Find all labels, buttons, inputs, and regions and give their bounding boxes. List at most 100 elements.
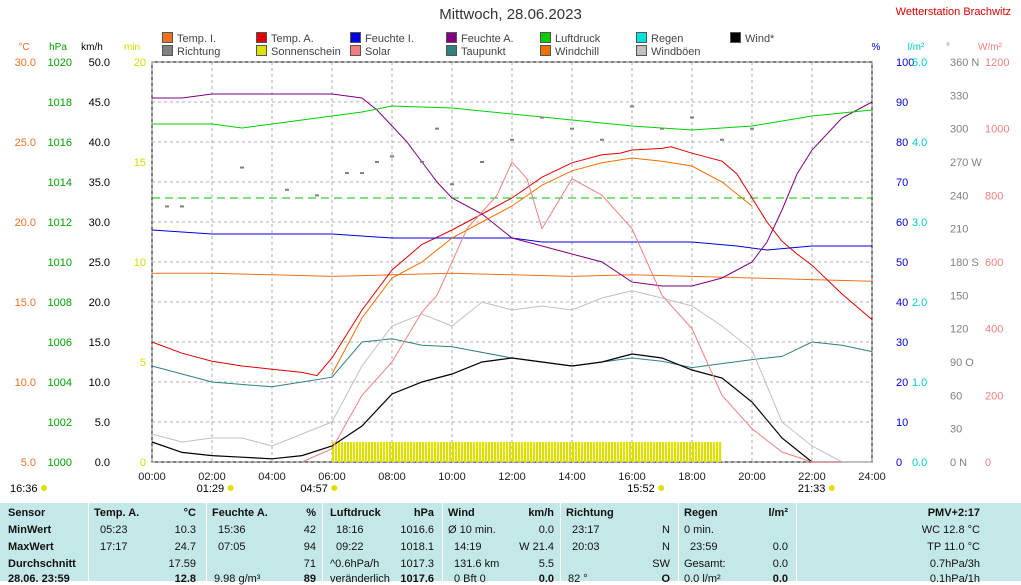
sunshine-bar [611, 442, 614, 462]
legend-swatch [540, 45, 551, 56]
sunshine-bar [563, 442, 566, 462]
y-tick-direction: 270 W [950, 157, 982, 169]
y-tick-humidity: 10 [896, 417, 908, 429]
sunshine-bar [404, 442, 407, 462]
legend-item: Windböen [636, 45, 701, 58]
pressure-max-time: 09:22 [336, 541, 364, 553]
temp-min: 10.3 [174, 524, 196, 536]
y-tick-pressure: 1012 [48, 217, 72, 229]
sun-time-mark: 21:33 [798, 483, 826, 495]
humidity-unit: % [306, 507, 316, 519]
y-tick-direction: 120 [950, 324, 968, 336]
y-tick-rain: 0.0 [912, 457, 927, 469]
humidity-avg: 71 [303, 558, 316, 570]
sunshine-bar [434, 442, 437, 462]
temp-min-time: 05:23 [100, 524, 128, 536]
sunshine-bar [437, 442, 440, 462]
sunshine-bar [464, 442, 467, 462]
sunshine-bar [389, 442, 392, 462]
x-tick-label: 16:00 [618, 471, 646, 483]
legend-label: Windchill [555, 46, 600, 58]
legend-label: Wind* [745, 33, 775, 45]
sunshine-bar [692, 442, 695, 462]
y-tick-solar: 0 [985, 457, 991, 469]
sunshine-bar [455, 442, 458, 462]
pressure-column: Luftdruck hPa 18:16 1016.6 09:22 1018.1 … [326, 503, 440, 585]
sunshine-bar [398, 442, 401, 462]
temp-avg: 17.59 [168, 558, 196, 570]
wind-avg: 5.5 [538, 558, 554, 570]
sunshine-bar [344, 442, 347, 462]
x-tick-label: 14:00 [558, 471, 586, 483]
sunshine-bar [416, 442, 419, 462]
y-tick-pressure: 1010 [48, 257, 72, 269]
wind-distance: 131.6 km [454, 558, 500, 570]
y-tick-rain: 2.0 [912, 297, 927, 309]
x-tick-label: 04:00 [258, 471, 286, 483]
legend-label: Taupunkt [461, 46, 506, 58]
sunshine-bar [590, 442, 593, 462]
sunshine-bar [695, 442, 698, 462]
y-tick-rain: 3.0 [912, 217, 927, 229]
pressure-head: Luftdruck [330, 507, 381, 519]
sunshine-bar [335, 442, 338, 462]
sunshine-bar [407, 442, 410, 462]
temp-current: 12.8 [174, 573, 196, 585]
legend-label: Temp. I. [177, 33, 217, 45]
y-tick-direction: 210 [950, 224, 968, 236]
pressure-max: 1018.1 [400, 541, 434, 553]
sunshine-bar [494, 442, 497, 462]
sunshine-bar [713, 442, 716, 462]
temp-max: 24.7 [174, 541, 196, 553]
point-Richtung [240, 166, 244, 169]
legend-label: Regen [651, 33, 684, 45]
sunshine-bar [674, 442, 677, 462]
sunshine-bar [476, 442, 479, 462]
axis-unit-wind: km/h [81, 42, 103, 53]
legend-swatch [446, 32, 457, 43]
direction-avg: SW [652, 558, 670, 570]
sunshine-bar [623, 442, 626, 462]
point-Richtung [480, 161, 484, 163]
y-tick-rain: 1.0 [912, 377, 927, 389]
sunshine-bar [704, 442, 707, 462]
pressure-min-time: 18:16 [336, 524, 364, 536]
y-tick-pressure: 1016 [48, 137, 72, 149]
x-tick-label: 24:00 [858, 471, 886, 483]
sunshine-bar [338, 442, 341, 462]
sunshine-bar [428, 442, 431, 462]
y-tick-wind: 5.0 [95, 417, 110, 429]
sunshine-bar [371, 442, 374, 462]
sunshine-bar [353, 442, 356, 462]
x-tick-label: 20:00 [738, 471, 766, 483]
y-tick-solar: 1200 [985, 57, 1009, 69]
sunshine-bar [350, 442, 353, 462]
direction-current: O [661, 573, 670, 585]
pmv-dewpoint: TP 11.0 °C [927, 541, 980, 553]
legend-item: Temp. I. [162, 32, 216, 45]
sunshine-bar [548, 442, 551, 462]
sunshine-bar [500, 442, 503, 462]
rain-total-label: Gesamt: [684, 558, 726, 570]
humidity-max: 94 [303, 541, 316, 553]
legend-item: Luftdruck [540, 32, 600, 45]
series-Wind* [151, 353, 872, 463]
x-tick-label: 12:00 [498, 471, 526, 483]
axis-unit-direction: ° [946, 42, 950, 53]
x-tick-label: 22:00 [798, 471, 826, 483]
sunshine-bar [671, 442, 674, 462]
rain-max: 0.0 [772, 541, 788, 553]
sunshine-bar [392, 442, 395, 462]
axis-unit-sun: min [124, 42, 140, 53]
legend-swatch [730, 32, 741, 43]
legend-item: Windchill [540, 45, 599, 58]
row-label-min: MinWert [8, 524, 52, 536]
sunshine-bar [644, 442, 647, 462]
y-tick-solar: 200 [985, 390, 1003, 402]
sun-time-mark: 16:36 [10, 483, 38, 495]
y-tick-pressure: 1002 [48, 417, 72, 429]
y-tick-humidity: 60 [896, 217, 908, 229]
point-Richtung [360, 172, 364, 175]
y-tick-sun: 0 [140, 457, 146, 469]
sunshine-bar [377, 442, 380, 462]
